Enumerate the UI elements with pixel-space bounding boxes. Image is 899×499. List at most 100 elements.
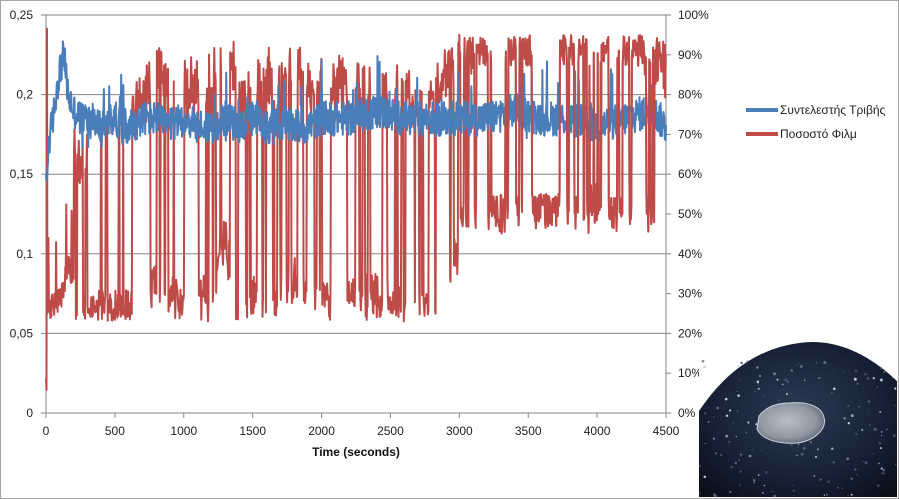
speckle	[741, 495, 743, 497]
speckle	[781, 383, 784, 386]
speckle	[841, 487, 843, 489]
speckle	[790, 369, 793, 372]
speckle	[867, 412, 869, 415]
speckle	[704, 412, 707, 415]
speckle	[729, 409, 732, 412]
series-layer	[45, 27, 667, 392]
x-tick-label: 0	[43, 424, 50, 438]
x-tick-label: 1000	[170, 424, 197, 438]
speckle	[763, 484, 766, 487]
speckle	[867, 400, 871, 403]
speckle	[773, 494, 777, 497]
speckle	[880, 367, 883, 370]
series-line-film-percent-overlay	[499, 34, 667, 235]
speckle	[754, 391, 756, 392]
speckle	[790, 444, 793, 447]
legend-label: Ποσοστό Φιλμ	[780, 127, 857, 141]
speckle	[800, 452, 804, 456]
speckle	[734, 461, 737, 465]
speckle	[724, 397, 728, 401]
speckle	[703, 365, 706, 369]
speckle	[846, 457, 850, 461]
y2-tick-label: 70%	[678, 127, 702, 141]
speckle	[712, 437, 716, 440]
series-line-friction-coefficient	[45, 40, 667, 182]
speckle	[777, 399, 780, 402]
speckle	[861, 428, 864, 432]
speckle	[740, 361, 743, 365]
speckle	[704, 443, 706, 445]
y2-tick-label: 10%	[678, 366, 702, 380]
photo-speckles	[699, 359, 897, 497]
speckle	[753, 481, 755, 484]
speckle	[841, 413, 843, 415]
speckle	[882, 468, 885, 472]
speckle	[827, 480, 831, 484]
speckle	[752, 478, 756, 482]
speckle	[868, 424, 871, 426]
speckle	[796, 454, 798, 457]
x-tick-label: 1500	[239, 424, 266, 438]
speckle	[877, 484, 880, 487]
speckle	[732, 422, 734, 424]
speckle	[876, 386, 878, 388]
speckle	[797, 447, 799, 448]
speckle	[730, 427, 732, 429]
speckle	[739, 379, 741, 382]
y2-tick-label: 0%	[678, 406, 696, 420]
speckle	[701, 359, 705, 363]
speckle	[739, 484, 741, 486]
speckle	[728, 440, 731, 443]
speckle	[854, 468, 857, 471]
speckle	[864, 461, 868, 465]
speckle	[832, 461, 835, 464]
speckle	[879, 410, 882, 413]
speckle	[842, 371, 844, 373]
speckle	[790, 392, 792, 394]
speckle	[873, 429, 876, 431]
speckle	[795, 364, 797, 366]
speckle	[880, 435, 882, 436]
speckle	[755, 423, 758, 426]
speckle	[843, 417, 846, 420]
speckle	[850, 493, 853, 496]
speckle	[798, 362, 800, 364]
speckle	[880, 431, 883, 433]
speckle	[745, 431, 748, 434]
speckle	[813, 475, 816, 477]
speckle	[831, 392, 833, 394]
speckle	[797, 443, 800, 446]
speckle	[730, 465, 733, 469]
speckle	[823, 494, 826, 496]
y2-tick-label: 50%	[678, 207, 702, 221]
y2-tick-label: 60%	[678, 167, 702, 181]
speckle	[893, 434, 896, 437]
speckle	[736, 410, 739, 413]
speckle	[833, 387, 836, 390]
speckle	[814, 455, 818, 459]
speckle	[699, 465, 702, 468]
wear-scar	[756, 402, 825, 444]
speckle	[858, 406, 860, 408]
speckle	[701, 399, 704, 402]
speckle	[760, 449, 763, 452]
y2-tick-label: 90%	[678, 48, 702, 62]
speckle	[892, 377, 894, 379]
speckle	[704, 401, 706, 403]
speckle	[831, 447, 834, 450]
speckle	[787, 454, 789, 456]
speckle	[882, 472, 885, 475]
speckle	[856, 382, 859, 385]
speckle	[802, 446, 806, 450]
speckle	[823, 361, 827, 365]
x-tick-label: 2500	[377, 424, 404, 438]
speckle	[828, 404, 830, 406]
speckle	[855, 432, 858, 435]
speckle	[872, 377, 876, 380]
y2-tick-label: 30%	[678, 287, 702, 301]
speckle	[894, 463, 897, 466]
y2-tick-label: 100%	[678, 8, 709, 22]
speckle	[854, 369, 858, 373]
speckle	[776, 378, 779, 381]
speckle	[713, 416, 715, 418]
